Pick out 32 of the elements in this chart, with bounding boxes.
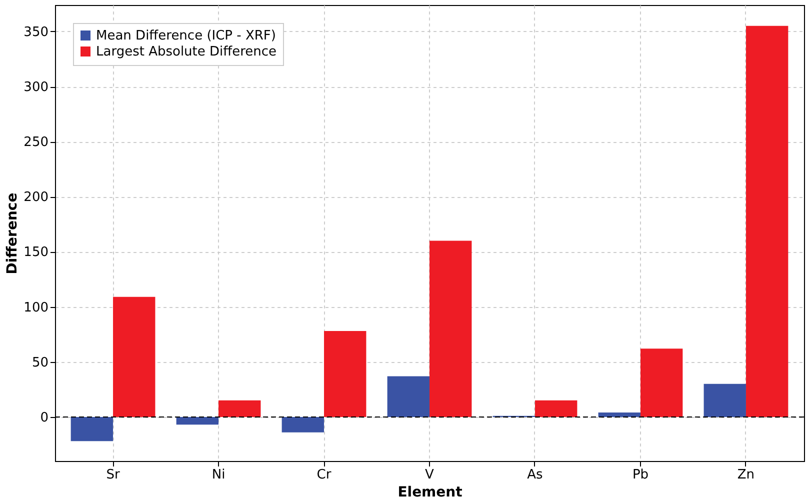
y-tick-label: 50 [32, 355, 48, 370]
y-tick-label: 300 [24, 80, 48, 96]
bar [430, 240, 472, 417]
y-tick-label: 200 [24, 190, 48, 206]
x-axis-title: Element [398, 484, 463, 500]
bar [640, 348, 683, 417]
x-tick-label: As [527, 468, 544, 482]
bar [70, 416, 114, 442]
legend-label: Mean Difference (ICP - XRF) [96, 28, 276, 44]
y-tick-label: 100 [24, 300, 48, 316]
bar [282, 416, 324, 432]
y-tick-label: 0 [40, 410, 48, 426]
x-tick-label: Cr [316, 468, 332, 482]
bar [387, 376, 430, 417]
x-tick-label: Pb [632, 468, 649, 482]
bar [218, 400, 261, 417]
bar [324, 331, 366, 417]
bar [746, 26, 788, 417]
bar [534, 400, 578, 417]
legend-label: Largest Absolute Difference [96, 44, 277, 60]
y-tick-label: 350 [24, 24, 48, 40]
bar [704, 384, 746, 417]
y-tick-label: 150 [24, 245, 48, 260]
x-tick-label: Zn [737, 468, 755, 482]
y-tick-label: 250 [24, 135, 48, 150]
y-axis-title: Difference [4, 192, 21, 274]
x-tick-label: V [425, 468, 434, 482]
bar [598, 412, 640, 417]
x-tick-label: Sr [106, 468, 120, 482]
bar [176, 416, 219, 425]
x-tick-label: Ni [212, 468, 226, 482]
bar [113, 296, 156, 417]
